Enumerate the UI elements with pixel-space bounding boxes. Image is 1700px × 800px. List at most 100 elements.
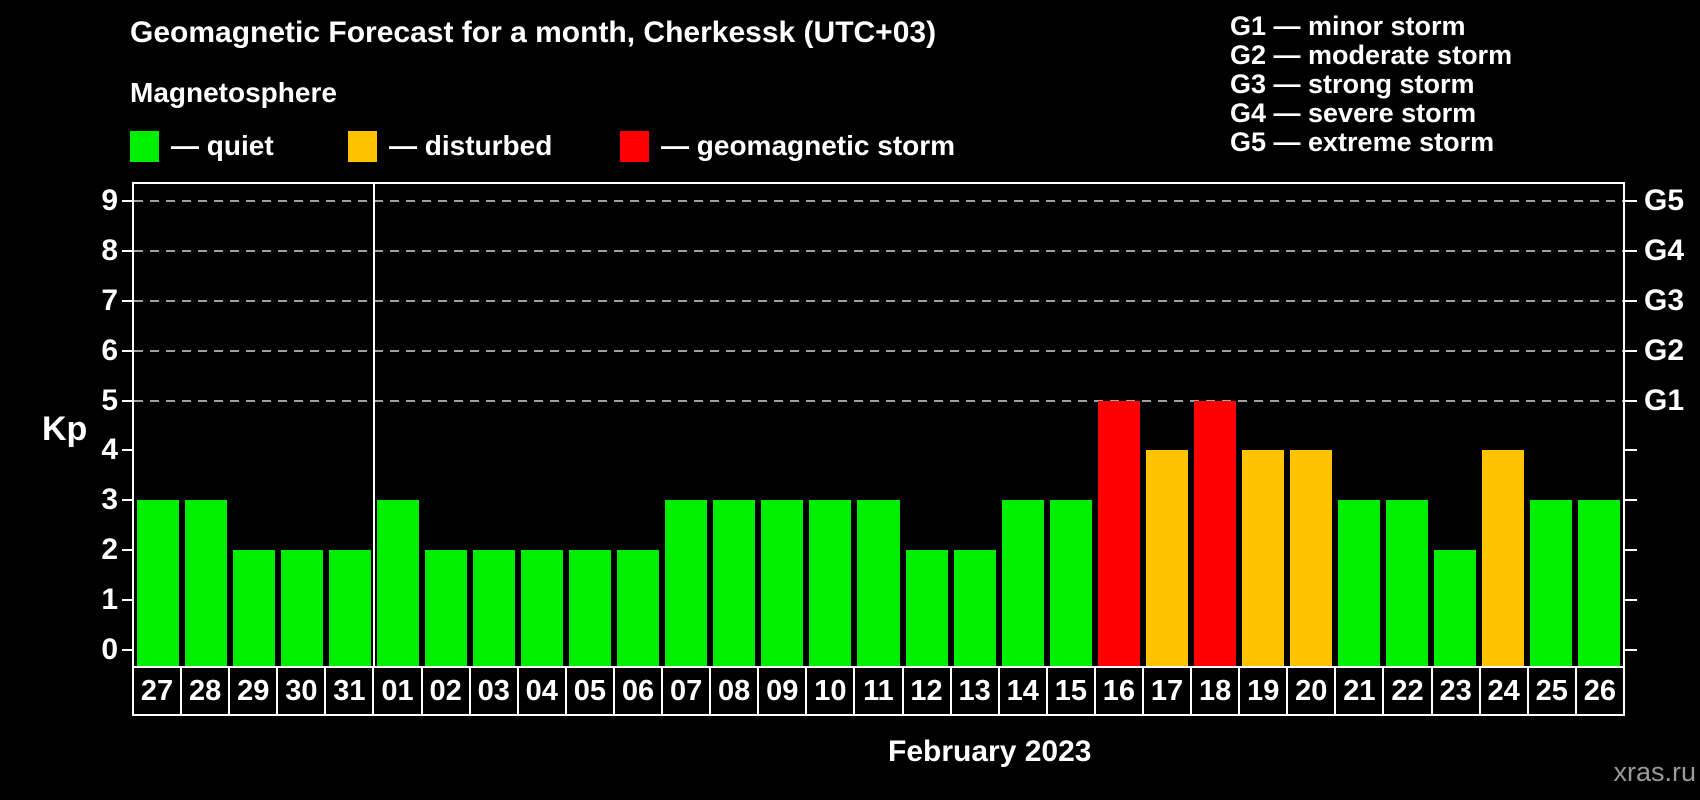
right-tick-kp0: [1625, 649, 1637, 651]
day-label-18: 18: [1190, 668, 1238, 714]
day-label-04: 04: [516, 668, 565, 714]
bar-day-04: [521, 550, 564, 666]
left-tick-kp1: [122, 599, 132, 602]
bar-day-10: [809, 500, 852, 666]
left-tick-kp4: [122, 449, 132, 452]
gridline-kp6: [134, 349, 1623, 352]
right-tick-kp8: [1625, 249, 1637, 252]
bar-day-17: [1145, 450, 1188, 666]
storm-scale-line-g2: G2 — moderate storm: [1230, 40, 1513, 70]
bar-day-05: [569, 550, 612, 666]
right-axis-label-g1: G1: [1644, 383, 1685, 417]
y-axis-tick-label-2: 2: [101, 533, 118, 567]
bar-day-08: [713, 500, 756, 666]
day-label-11: 11: [853, 668, 901, 714]
bar-day-02: [425, 550, 468, 666]
left-tick-kp6: [122, 349, 132, 352]
right-axis-label-g4: G4: [1644, 233, 1685, 267]
bar-day-22: [1385, 500, 1428, 666]
bar-day-13: [953, 550, 996, 666]
day-label-13: 13: [949, 668, 998, 714]
legend-swatch-disturbed: [348, 130, 377, 162]
bar-day-15: [1049, 500, 1092, 666]
day-label-03: 03: [468, 668, 517, 714]
day-label-24: 24: [1478, 668, 1527, 714]
bar-day-21: [1337, 500, 1380, 666]
legend-label-quiet: — quiet: [171, 130, 274, 161]
legend-swatch-quiet: [130, 130, 159, 162]
bar-day-12: [905, 550, 948, 666]
day-label-30: 30: [276, 668, 324, 714]
right-axis-label-g2: G2: [1644, 333, 1685, 367]
day-label-29: 29: [228, 668, 276, 714]
bar-day-19: [1241, 450, 1284, 666]
right-tick-kp7: [1625, 299, 1637, 302]
day-label-26: 26: [1574, 668, 1623, 714]
storm-scale-line-g3: G3 — strong storm: [1230, 69, 1475, 99]
plot-area: [132, 182, 1625, 668]
day-label-15: 15: [1045, 668, 1094, 714]
y-axis-tick-label-9: 9: [101, 184, 118, 217]
bar-day-14: [1001, 500, 1044, 666]
day-label-27: 27: [140, 674, 174, 707]
y-axis-tick-label-4: 4: [101, 433, 118, 467]
y-axis-tick-label-3: 3: [101, 483, 118, 517]
day-label-09: 09: [757, 668, 805, 714]
chart-subtitle: Magnetosphere: [130, 77, 337, 108]
day-label-01: 01: [372, 668, 420, 714]
left-tick-kp7: [122, 299, 132, 302]
day-label-28: 28: [180, 668, 228, 714]
right-tick-kp2: [1625, 549, 1637, 552]
month-divider-line: [373, 184, 376, 666]
day-label-31: 31: [324, 668, 372, 714]
storm-scale-line-g1: G1 — minor storm: [1230, 11, 1466, 41]
left-tick-kp2: [122, 549, 132, 552]
legend-label-disturbed: — disturbed: [389, 130, 553, 161]
y-axis-label-kp: Kp: [42, 410, 88, 448]
legend-label-storm: — geomagnetic storm: [661, 130, 956, 161]
day-label-10: 10: [805, 668, 853, 714]
y-axis-tick-label-6: 6: [101, 333, 118, 367]
day-label-08: 08: [709, 668, 757, 714]
right-tick-kp5: [1625, 399, 1637, 402]
right-tick-kp4: [1625, 449, 1637, 452]
left-tick-kp8: [122, 249, 132, 252]
bar-day-09: [761, 500, 804, 666]
bar-day-06: [617, 550, 660, 666]
day-label-19: 19: [1238, 668, 1286, 714]
legend-item-quiet: — quiet: [130, 130, 274, 162]
storm-scale-line-g4: G4 — severe storm: [1230, 98, 1477, 128]
y-axis-tick-label-7: 7: [101, 283, 118, 317]
day-label-17: 17: [1141, 668, 1190, 714]
right-tick-kp9: [1625, 200, 1637, 202]
chart-title: Geomagnetic Forecast for a month, Cherke…: [130, 16, 937, 49]
gridline-kp7: [134, 299, 1623, 302]
day-label-21: 21: [1334, 668, 1382, 714]
bar-day-07: [665, 500, 708, 666]
y-axis-tick-label-0: 0: [101, 633, 118, 666]
gridline-kp5: [134, 399, 1623, 402]
day-label-20: 20: [1286, 668, 1334, 714]
left-tick-kp5: [122, 399, 132, 402]
right-tick-kp3: [1625, 499, 1637, 502]
bar-day-11: [857, 500, 900, 666]
storm-scale-legend: G1 — minor storm G2 — moderate storm G3 …: [1230, 12, 1512, 157]
day-label-12: 12: [901, 668, 950, 714]
left-tick-kp3: [122, 499, 132, 502]
bar-day-30: [281, 550, 324, 666]
right-axis-label-g5: G5: [1644, 184, 1685, 217]
day-label-14: 14: [997, 668, 1046, 714]
bar-day-31: [329, 550, 372, 666]
bar-day-03: [473, 550, 516, 666]
watermark-xras: xras.ru: [1613, 757, 1696, 787]
bar-day-01: [377, 500, 420, 666]
day-label-06: 06: [612, 668, 661, 714]
bar-day-25: [1529, 500, 1572, 666]
bar-day-16: [1097, 400, 1140, 666]
legend-item-storm: — geomagnetic storm: [620, 130, 955, 162]
legend-item-disturbed: — disturbed: [348, 130, 552, 162]
x-axis-month-label: February 2023: [888, 735, 1092, 768]
y-axis-tick-label-5: 5: [101, 383, 118, 417]
bar-day-26: [1577, 500, 1620, 666]
left-tick-kp9: [122, 200, 132, 202]
